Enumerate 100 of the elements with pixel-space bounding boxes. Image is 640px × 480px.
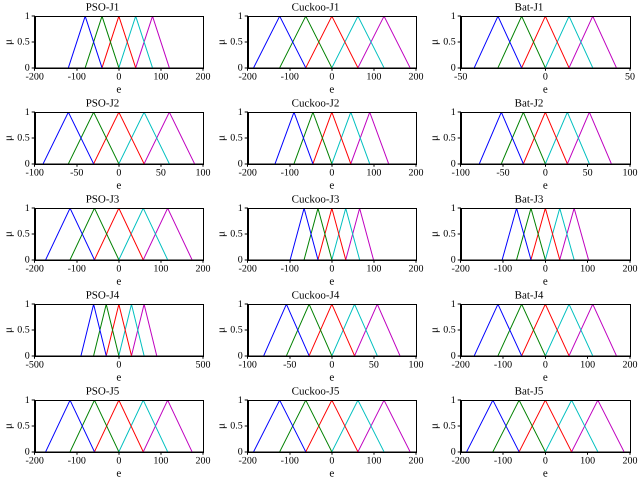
- y-tick-label: 1: [450, 10, 456, 22]
- x-tick-label: -200: [452, 455, 470, 466]
- x-axis-title: e: [329, 467, 334, 480]
- y-tick-label: 1: [450, 106, 456, 118]
- x-tick-label: 50: [625, 71, 635, 82]
- x-tick-label: 200: [196, 455, 210, 466]
- x-tick-label: 200: [622, 263, 638, 274]
- chart-title: Bat-J5: [514, 385, 544, 398]
- x-tick-label: 100: [366, 263, 382, 274]
- x-tick-label: -500: [26, 359, 44, 370]
- x-tick-label: -100: [494, 263, 512, 274]
- x-tick-label: 0: [542, 455, 548, 466]
- x-tick-label: 50: [368, 359, 379, 370]
- y-tick-label: 1: [450, 202, 456, 214]
- x-axis-title: e: [116, 467, 122, 480]
- x-tick-label: -200: [452, 359, 470, 370]
- x-tick-label: 0: [329, 455, 334, 466]
- y-tick-label: 0: [24, 158, 30, 170]
- y-tick-label: 1: [24, 10, 30, 22]
- x-tick-label: -50: [283, 359, 296, 370]
- x-tick-label: -50: [496, 167, 510, 178]
- y-tick-label: 0: [24, 446, 30, 458]
- y-axis-title: μ: [428, 38, 440, 45]
- x-tick-label: 0: [116, 359, 122, 370]
- y-tick-label: 0: [238, 62, 243, 74]
- x-tick-label: -100: [280, 167, 299, 178]
- x-axis-title: e: [329, 179, 334, 192]
- x-axis-title: e: [329, 371, 334, 384]
- y-tick-label: 0.5: [443, 36, 456, 48]
- y-tick-label: 0.5: [230, 228, 243, 240]
- x-tick-label: -100: [68, 263, 86, 274]
- y-axis-title: μ: [215, 134, 228, 141]
- x-tick-label: 50: [156, 167, 166, 178]
- y-tick-label: 0.5: [17, 324, 30, 336]
- x-tick-label: -200: [238, 455, 257, 466]
- x-tick-label: 100: [196, 167, 210, 178]
- y-tick-label: 0.5: [443, 324, 456, 336]
- y-tick-label: 0: [238, 158, 243, 170]
- x-tick-label: -200: [26, 455, 44, 466]
- chart-title: Cuckoo-J2: [292, 97, 340, 110]
- x-tick-label: -100: [238, 359, 257, 370]
- x-axis-title: e: [542, 179, 548, 192]
- x-tick-label: -100: [494, 359, 512, 370]
- x-tick-label: -100: [280, 71, 299, 82]
- y-tick-label: 1: [238, 106, 243, 118]
- y-axis-title: μ: [2, 422, 14, 429]
- y-tick-label: 1: [238, 298, 243, 310]
- y-tick-label: 0.5: [230, 324, 243, 336]
- chart-title: PSO-J3: [86, 193, 120, 206]
- y-axis-title: μ: [2, 134, 14, 141]
- y-tick-label: 1: [24, 106, 30, 118]
- x-axis-title: e: [542, 371, 548, 384]
- y-axis-title: μ: [428, 230, 440, 237]
- x-axis-title: e: [329, 275, 334, 288]
- chart-title: PSO-J2: [86, 97, 120, 110]
- y-axis-title: μ: [2, 38, 14, 45]
- y-tick-label: 0: [24, 254, 30, 266]
- chart-title: Bat-J1: [514, 1, 544, 14]
- x-tick-label: 100: [408, 359, 424, 370]
- x-tick-label: 100: [622, 167, 638, 178]
- x-tick-label: 200: [408, 263, 424, 274]
- y-tick-label: 0.5: [17, 36, 30, 48]
- chart-title: Cuckoo-J1: [292, 1, 340, 14]
- chart-title: Bat-J2: [514, 97, 544, 110]
- y-axis-title: μ: [2, 230, 14, 237]
- x-tick-label: 0: [329, 263, 334, 274]
- x-tick-label: 200: [622, 359, 638, 370]
- x-tick-label: 200: [408, 455, 424, 466]
- y-tick-label: 0.5: [17, 228, 30, 240]
- x-tick-label: 100: [580, 455, 596, 466]
- chart-title: Bat-J3: [514, 193, 544, 206]
- y-tick-label: 1: [24, 394, 30, 406]
- x-tick-label: -100: [452, 167, 470, 178]
- x-tick-label: 0: [329, 71, 334, 82]
- x-axis-title: e: [542, 275, 548, 288]
- y-tick-label: 0: [24, 62, 30, 74]
- x-tick-label: 0: [542, 263, 548, 274]
- y-tick-label: 1: [238, 202, 243, 214]
- x-tick-label: 0: [116, 263, 122, 274]
- y-axis-title: μ: [215, 38, 228, 45]
- x-axis-title: e: [116, 179, 122, 192]
- x-tick-label: -100: [68, 455, 86, 466]
- x-tick-label: 100: [366, 455, 382, 466]
- x-tick-label: -200: [238, 71, 257, 82]
- x-tick-label: -200: [26, 71, 44, 82]
- y-tick-label: 0: [450, 350, 456, 362]
- y-tick-label: 0.5: [17, 420, 30, 432]
- y-tick-label: 0.5: [230, 420, 243, 432]
- x-axis-title: e: [116, 275, 122, 288]
- x-tick-label: -200: [452, 263, 470, 274]
- chart-title: PSO-J1: [86, 1, 120, 14]
- x-tick-label: -200: [26, 263, 44, 274]
- y-tick-label: 0: [450, 62, 456, 74]
- x-tick-label: -100: [280, 455, 299, 466]
- y-axis-title: μ: [428, 134, 440, 141]
- x-tick-label: 0: [116, 455, 122, 466]
- y-axis-title: μ: [215, 422, 228, 429]
- y-tick-label: 1: [238, 394, 243, 406]
- y-tick-label: 1: [238, 10, 243, 22]
- chart-title: Bat-J4: [514, 289, 544, 302]
